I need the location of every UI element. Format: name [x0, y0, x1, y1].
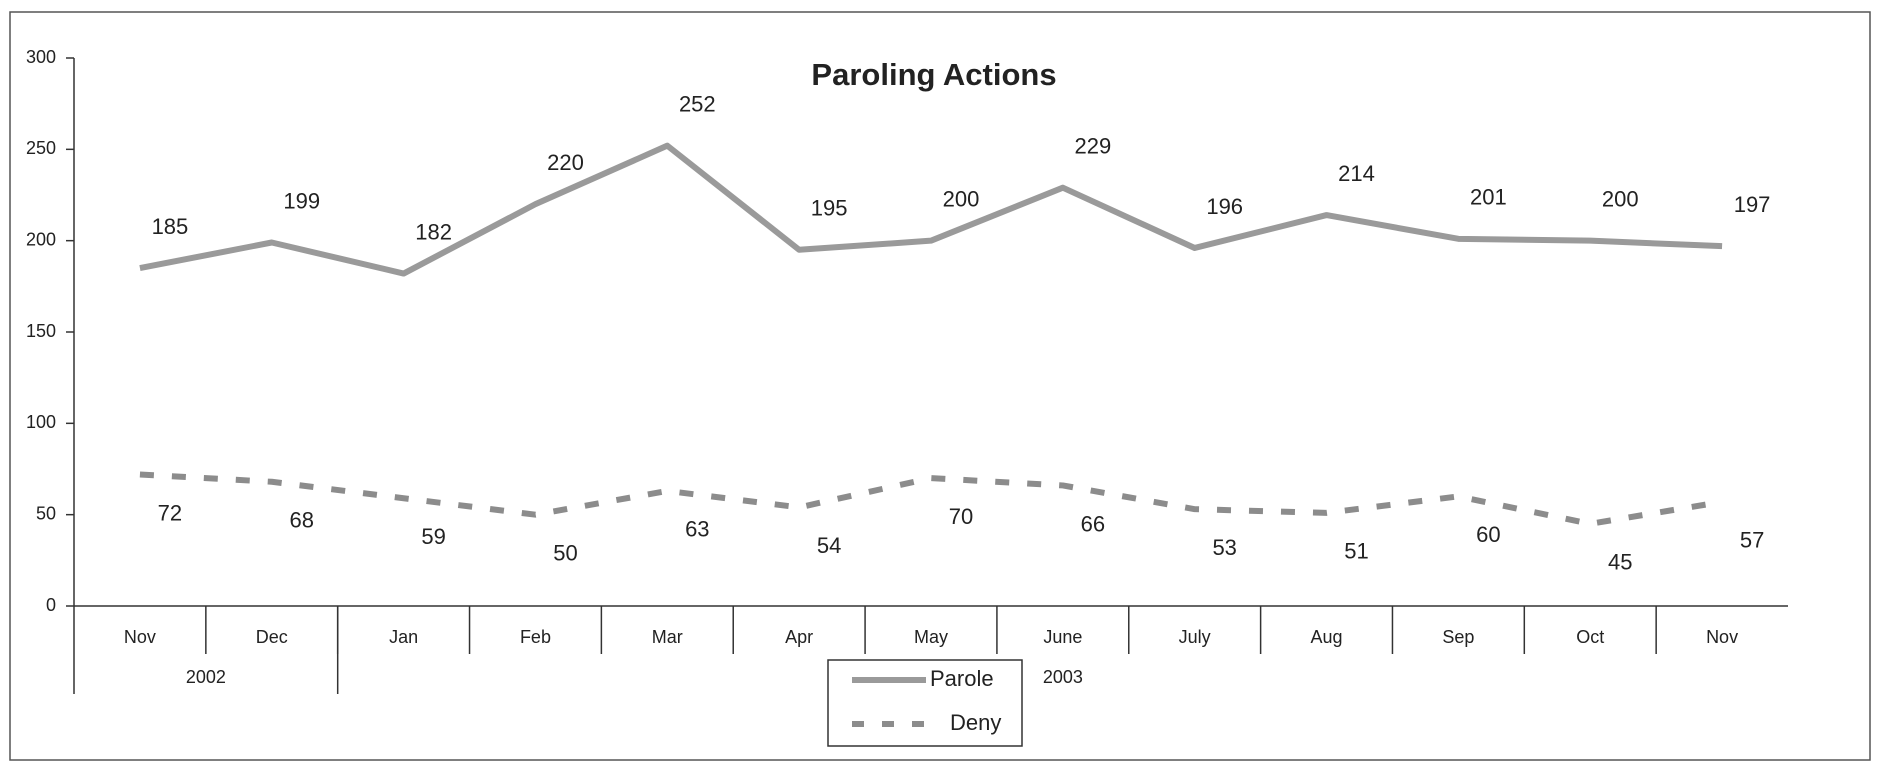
data-label: 63 [685, 517, 709, 542]
data-label: 185 [152, 214, 189, 239]
y-tick-label: 0 [46, 595, 56, 615]
x-tick-label: Nov [124, 627, 156, 647]
data-label: 195 [811, 196, 848, 221]
data-label: 57 [1740, 528, 1764, 553]
line-series [139, 471, 1723, 527]
x-tick-label: July [1179, 627, 1211, 647]
x-tick-label: Mar [652, 627, 683, 647]
x-tick-label: Sep [1442, 627, 1474, 647]
x-tick-label: Feb [520, 627, 551, 647]
x-tick-label: May [914, 627, 948, 647]
x-tick-label: Nov [1706, 627, 1738, 647]
data-label: 200 [943, 186, 980, 211]
x-tick-label: June [1043, 627, 1082, 647]
data-label: 196 [1206, 194, 1243, 219]
data-label: 59 [421, 524, 445, 549]
x-tick-label: Apr [785, 627, 813, 647]
data-label: 70 [949, 504, 973, 529]
legend-label: Deny [950, 710, 1001, 735]
legend-label: Parole [930, 666, 994, 691]
data-label: 68 [290, 508, 314, 533]
group-label: 2003 [1043, 667, 1083, 687]
data-label: 220 [547, 150, 584, 175]
chart-border [9, 11, 1871, 761]
data-label: 54 [817, 533, 841, 558]
group-label: 2002 [186, 667, 226, 687]
y-tick-label: 250 [26, 138, 56, 158]
data-label: 66 [1081, 511, 1105, 536]
data-label: 182 [415, 219, 452, 244]
data-label: 53 [1212, 535, 1236, 560]
legend-box [827, 659, 1023, 747]
data-label: 72 [158, 500, 182, 525]
data-label: 45 [1608, 550, 1632, 575]
x-tick-label: Aug [1311, 627, 1343, 647]
data-label: 60 [1476, 522, 1500, 547]
y-tick-label: 200 [26, 229, 56, 249]
data-label: 229 [1074, 134, 1111, 159]
data-label: 197 [1734, 192, 1771, 217]
data-label: 201 [1470, 185, 1507, 210]
data-label: 50 [553, 540, 577, 565]
x-tick-label: Dec [256, 627, 288, 647]
data-label: 200 [1602, 186, 1639, 211]
y-tick-label: 100 [26, 412, 56, 432]
y-tick-label: 50 [36, 503, 56, 523]
data-label: 252 [679, 91, 716, 116]
line-series [139, 142, 1723, 277]
y-tick-label: 300 [26, 47, 56, 67]
x-tick-label: Jan [389, 627, 418, 647]
x-tick-label: Oct [1576, 627, 1604, 647]
chart-title: Paroling Actions [811, 57, 1056, 92]
data-label: 199 [283, 188, 320, 213]
y-tick-label: 150 [26, 321, 56, 341]
data-label: 214 [1338, 161, 1375, 186]
data-label: 51 [1344, 539, 1368, 564]
